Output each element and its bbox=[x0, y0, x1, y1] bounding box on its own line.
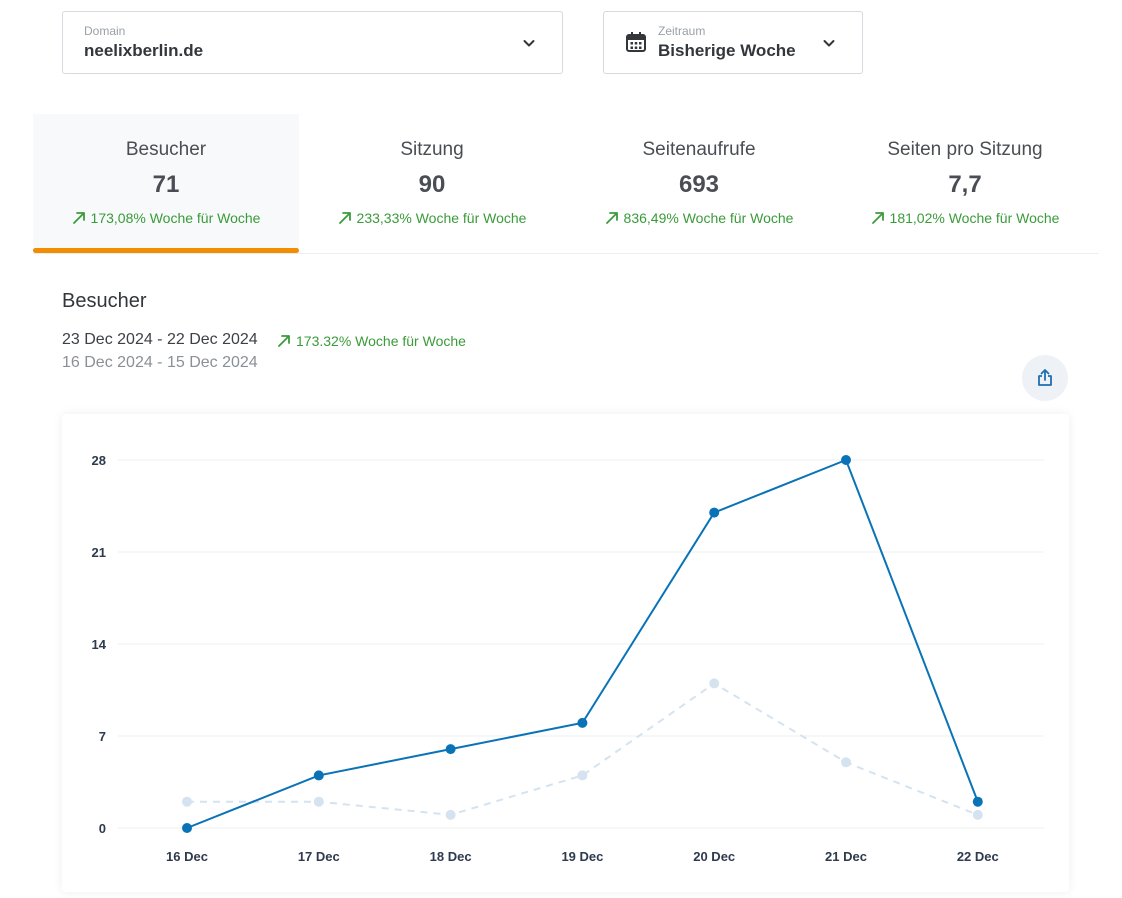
tab-label: Seitenaufrufe bbox=[642, 139, 756, 160]
tab-label: Seiten pro Sitzung bbox=[887, 139, 1043, 160]
current-range-change-value: 173.32% bbox=[296, 333, 352, 349]
tab-label: Sitzung bbox=[400, 139, 464, 160]
series-line-previous bbox=[187, 682, 979, 816]
chart-card: 0 7 14 21 28 16 Dec 17 Dec 18 Dec 19 Dec 20 Dec 21… bbox=[62, 414, 1069, 892]
tab-sitzung[interactable]: Sitzung 90 233,33% Woche für Woche bbox=[299, 114, 565, 253]
tab-change-value: 233,33% bbox=[356, 210, 412, 226]
series-point-previous bbox=[182, 796, 192, 807]
tab-change-suffix: Woche für Woche bbox=[948, 210, 1060, 226]
y-tick-label: 28 bbox=[92, 453, 106, 468]
y-tick-label: 14 bbox=[92, 637, 107, 652]
x-tick-label: 22 Dec bbox=[957, 849, 999, 864]
share-button[interactable] bbox=[1022, 355, 1068, 401]
current-date-range: 23 Dec 2024 - 22 Dec 2024 bbox=[62, 331, 258, 348]
tab-change-suffix: Woche für Woche bbox=[149, 210, 261, 226]
x-tick-label: 21 Dec bbox=[825, 849, 867, 864]
tab-label: Besucher bbox=[125, 139, 207, 160]
tab-change-suffix: Woche für Woche bbox=[415, 210, 527, 226]
series-point-previous bbox=[841, 757, 851, 768]
series-point-previous bbox=[445, 809, 456, 820]
domain-select-label: Domain bbox=[84, 24, 126, 38]
series-point-current bbox=[313, 770, 324, 781]
series-point-current bbox=[972, 796, 983, 807]
trend-up-icon bbox=[605, 212, 618, 224]
trend-up-icon bbox=[278, 335, 290, 347]
tab-change-value: 173,08% bbox=[90, 210, 146, 226]
series-point-current bbox=[709, 507, 720, 518]
current-range-change: 173.32% Woche für Woche bbox=[277, 333, 466, 349]
x-tick-label: 19 Dec bbox=[561, 849, 603, 864]
tab-change-value: 836,49% bbox=[623, 210, 679, 226]
tab-change-value: 181,02% bbox=[889, 210, 945, 226]
tab-value: 71 bbox=[152, 171, 180, 198]
period-select-value: Bisherige Woche bbox=[658, 41, 796, 60]
tab-seiten-pro-sitzung[interactable]: Seiten pro Sitzung 7,7 181,02% Woche für… bbox=[832, 114, 1098, 253]
trend-up-icon bbox=[871, 212, 884, 224]
trend-up-icon bbox=[338, 212, 351, 224]
tab-value: 90 bbox=[418, 171, 446, 198]
previous-date-range: 16 Dec 2024 - 15 Dec 2024 bbox=[62, 354, 258, 371]
series-point-current bbox=[577, 717, 588, 728]
tab-value: 693 bbox=[678, 171, 720, 198]
share-icon bbox=[1038, 369, 1052, 386]
chevron-down-icon bbox=[523, 40, 535, 47]
x-tick-label: 17 Dec bbox=[298, 849, 340, 864]
trend-up-icon bbox=[72, 212, 85, 224]
series-point-previous bbox=[313, 796, 324, 807]
period-select-label: Zeitraum bbox=[658, 24, 706, 38]
series-point-current bbox=[182, 823, 192, 833]
x-tick-label: 18 Dec bbox=[430, 849, 472, 864]
series-point-previous bbox=[972, 809, 983, 820]
series-point-current bbox=[445, 744, 456, 755]
tab-change: 181,02% Woche für Woche bbox=[832, 210, 1098, 226]
chevron-down-icon bbox=[823, 40, 835, 47]
x-tick-label: 20 Dec bbox=[693, 849, 735, 864]
series-point-current bbox=[841, 455, 851, 465]
y-tick-label: 0 bbox=[99, 821, 106, 836]
x-tick-label: 16 Dec bbox=[166, 849, 208, 864]
current-range-change-suffix: Woche für Woche bbox=[355, 333, 466, 349]
calendar-icon bbox=[626, 32, 646, 52]
active-tab-indicator bbox=[33, 248, 299, 253]
visitors-line-chart: 0 7 14 21 28 16 Dec 17 Dec 18 Dec 19 Dec 20 Dec 21… bbox=[92, 453, 1044, 864]
tab-change: 233,33% Woche für Woche bbox=[299, 210, 565, 226]
tab-change: 173,08% Woche für Woche bbox=[33, 210, 299, 226]
series-point-previous bbox=[577, 770, 588, 781]
domain-select[interactable]: Domain neelixberlin.de bbox=[62, 11, 563, 74]
tab-besucher[interactable]: Besucher 71 173,08% Woche für Woche bbox=[33, 114, 299, 253]
domain-select-value: neelixberlin.de bbox=[84, 41, 204, 60]
tab-seitenaufrufe[interactable]: Seitenaufrufe 693 836,49% Woche für Woch… bbox=[566, 114, 832, 253]
y-tick-label: 21 bbox=[92, 545, 106, 560]
metric-tabs: Besucher 71 173,08% Woche für Woche Sitz… bbox=[33, 114, 1099, 254]
section-title: Besucher bbox=[62, 290, 147, 312]
period-select[interactable]: Zeitraum Bisherige Woche bbox=[603, 11, 863, 74]
tab-value: 7,7 bbox=[948, 171, 982, 198]
tab-change-suffix: Woche für Woche bbox=[682, 210, 794, 226]
tab-change: 836,49% Woche für Woche bbox=[566, 210, 832, 226]
series-point-previous bbox=[709, 678, 720, 689]
y-tick-label: 7 bbox=[99, 729, 106, 744]
